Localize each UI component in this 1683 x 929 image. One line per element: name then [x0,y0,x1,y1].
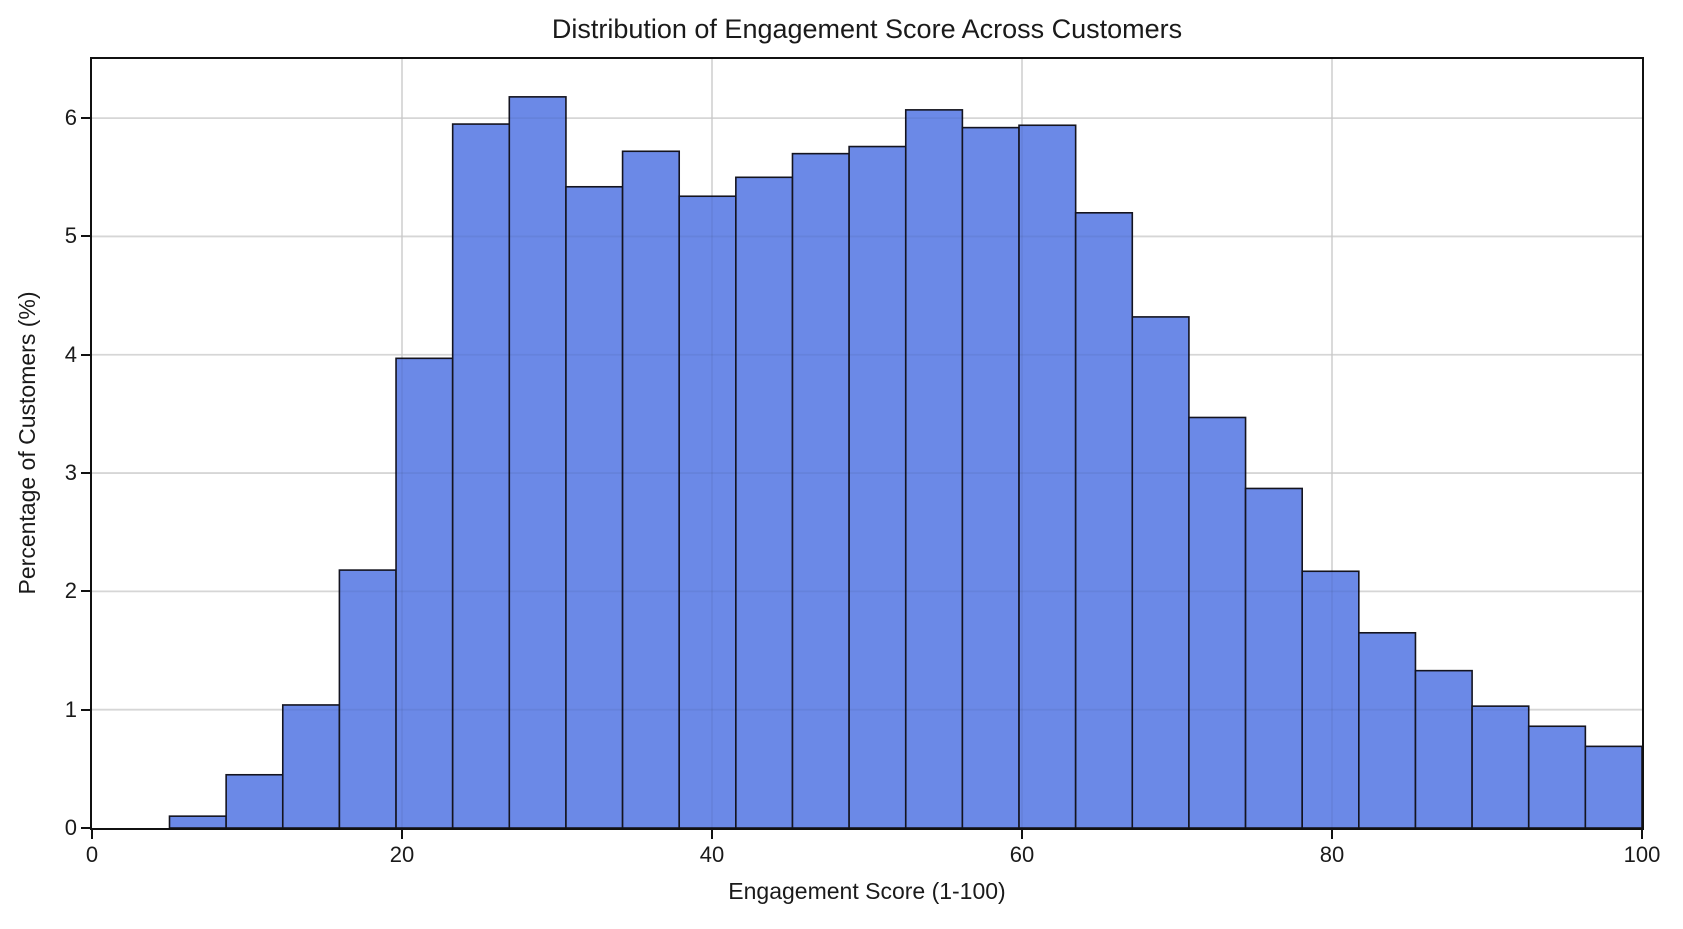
x-tick-mark [1021,830,1023,839]
x-tick-mark [711,830,713,839]
y-axis-label: Percentage of Customers (%) [14,291,40,595]
histogram-bar [1584,745,1642,828]
histogram-bar [168,815,227,828]
histogram-bar [1074,212,1134,828]
y-tick-label: 0 [64,815,77,840]
histogram-bar [1188,416,1247,828]
histogram-bar [1471,705,1530,828]
histogram-bar [451,123,511,828]
y-tick-mark [81,472,90,475]
y-tick-mark [81,235,90,238]
histogram-bar [1018,124,1077,828]
x-tick-label: 60 [1009,842,1035,867]
chart-title: Distribution of Engagement Score Across … [551,14,1183,44]
histogram-bar [1527,725,1587,828]
x-tick-mark [91,830,93,839]
histogram-bar [1414,669,1473,828]
histogram-bar [961,126,1020,828]
x-axis-label: Engagement Score (1-100) [728,878,1006,904]
plot-area [90,57,1644,830]
x-tick-mark [1641,830,1643,839]
histogram-bar [791,152,850,828]
y-tick-mark [81,827,90,829]
x-tick-label: 100 [1623,842,1661,867]
histogram-bar [338,569,397,828]
histogram-bar [565,185,624,828]
histogram-bar [508,96,567,828]
x-tick-label: 20 [389,842,415,867]
histogram-bar [848,145,907,828]
y-tick-label: 2 [64,578,77,604]
y-tick-label: 4 [64,341,77,367]
y-tick-label: 1 [64,696,77,722]
x-tick-mark [401,830,403,839]
histogram-bar [678,195,737,828]
histogram-bar [1244,487,1303,828]
y-tick-mark [81,590,90,593]
histogram-canvas [92,59,1642,828]
histogram-bar [1131,316,1190,828]
y-tick-label: 5 [64,223,77,249]
histogram-bar [281,704,341,828]
histogram-bar [904,109,964,828]
x-tick-label: 0 [85,842,99,867]
histogram-bar [1358,631,1417,828]
y-tick-mark [81,117,90,120]
y-tick-mark [81,708,90,711]
y-tick-mark [81,353,90,356]
y-tick-label: 6 [64,105,77,131]
x-tick-label: 80 [1319,842,1345,867]
histogram-bar [225,773,284,828]
histogram-bar [1301,570,1360,828]
y-tick-label: 3 [64,460,77,486]
histogram-bar [621,150,681,828]
histogram-bar [735,176,794,828]
x-tick-label: 40 [699,842,725,867]
histogram-bar [395,357,454,828]
x-tick-mark [1331,830,1333,839]
